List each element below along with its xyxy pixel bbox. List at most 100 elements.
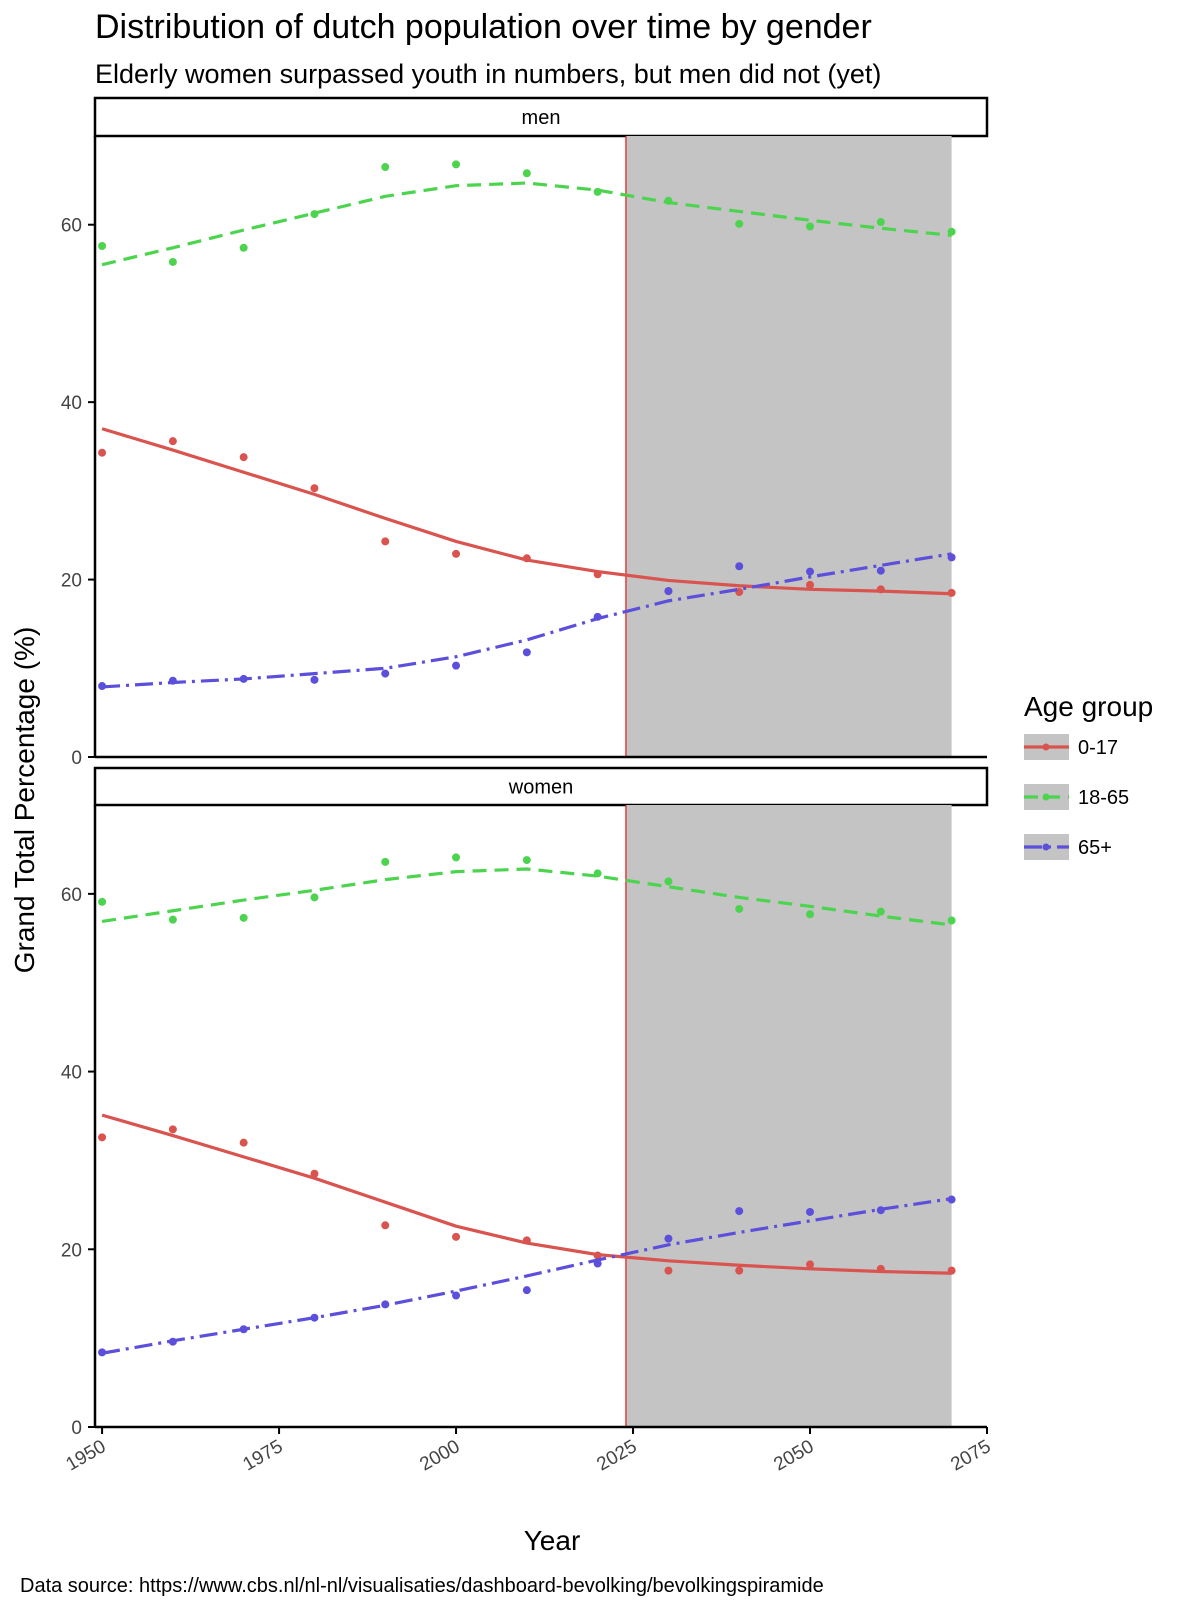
facet-label-women: women	[508, 777, 573, 799]
data-point	[876, 1264, 885, 1273]
data-point	[98, 897, 107, 906]
series-0-17	[98, 427, 956, 597]
data-point	[239, 674, 248, 683]
data-point	[806, 1260, 815, 1269]
legend-item-0-17: 0-17	[1024, 734, 1118, 760]
data-point	[735, 904, 744, 913]
series-0-17	[98, 1113, 956, 1275]
data-point	[381, 1221, 390, 1230]
facet-strip-men	[93, 96, 989, 138]
y-tick-label: 40	[61, 393, 82, 414]
chart-title: Distribution of dutch population over ti…	[95, 8, 872, 46]
data-point	[452, 853, 461, 862]
data-point	[452, 1232, 461, 1241]
legend-label: 65+	[1078, 837, 1112, 859]
data-point	[735, 562, 744, 571]
data-point	[98, 448, 107, 457]
data-point	[593, 1259, 602, 1268]
panel-women: women 0 20 40 60	[61, 766, 989, 1439]
legend-item-65+: 65+	[1024, 834, 1112, 860]
data-point	[947, 227, 956, 236]
data-point	[664, 1234, 673, 1243]
x-axis: 1950 1975 2000 2025 2050 2075	[62, 1427, 995, 1475]
data-point	[310, 675, 319, 684]
x-tick-label: 2050	[770, 1436, 817, 1475]
data-point	[876, 585, 885, 594]
data-point	[876, 907, 885, 916]
data-point	[947, 916, 956, 925]
data-point	[239, 243, 248, 252]
data-point	[452, 661, 461, 670]
data-point	[239, 1138, 248, 1147]
legend-key-point	[1042, 843, 1050, 851]
data-point	[522, 1236, 531, 1245]
y-tick-label: 20	[61, 571, 82, 592]
data-point	[98, 682, 107, 691]
data-point	[806, 567, 815, 576]
data-point	[947, 1195, 956, 1204]
y-tick-label: 0	[71, 1418, 82, 1439]
data-point	[522, 554, 531, 563]
data-point	[381, 669, 390, 678]
data-point	[98, 1133, 107, 1142]
data-point	[735, 1207, 744, 1216]
projection-shading	[625, 136, 952, 757]
data-point	[593, 570, 602, 579]
data-point	[98, 242, 107, 251]
trend-line-18-65	[101, 181, 952, 267]
data-point	[522, 648, 531, 657]
panels: men 0 20 40 60 women 0 20 40 60	[61, 96, 989, 1439]
data-point	[664, 587, 673, 596]
series-65+	[98, 1195, 956, 1357]
x-tick-label: 2025	[593, 1436, 640, 1475]
legend-label: 0-17	[1078, 737, 1118, 759]
data-point	[947, 588, 956, 597]
data-point	[876, 218, 885, 227]
series-18-65	[98, 853, 956, 927]
x-tick-label: 2075	[947, 1436, 994, 1475]
facet-label-men: men	[522, 107, 561, 129]
data-point	[310, 210, 319, 219]
data-point	[664, 877, 673, 886]
data-point	[381, 537, 390, 546]
data-point	[593, 187, 602, 196]
data-point	[593, 612, 602, 621]
data-point	[452, 1291, 461, 1300]
data-point	[735, 1266, 744, 1275]
legend-key-point	[1042, 793, 1050, 801]
data-point	[522, 1286, 531, 1295]
data-point	[593, 1251, 602, 1260]
y-axis-title: Grand Total Percentage (%)	[9, 627, 40, 974]
data-point	[806, 580, 815, 589]
series-18-65	[98, 160, 956, 267]
projection-shading	[625, 805, 952, 1427]
data-point	[168, 915, 177, 924]
trend-line-18-65	[101, 867, 952, 927]
panel-men: men 0 20 40 60	[61, 96, 989, 769]
facet-strip-women	[93, 766, 989, 807]
data-point	[168, 1337, 177, 1346]
x-tick-label: 1950	[62, 1436, 109, 1475]
series-65+	[98, 552, 956, 691]
data-point	[98, 1348, 107, 1357]
legend-label: 18-65	[1078, 787, 1129, 809]
data-point	[806, 222, 815, 231]
chart-subtitle: Elderly women surpassed youth in numbers…	[95, 59, 881, 89]
data-point	[452, 160, 461, 169]
data-point	[239, 453, 248, 462]
data-point	[593, 869, 602, 878]
data-point	[168, 676, 177, 685]
data-point	[806, 1207, 815, 1216]
data-point	[664, 196, 673, 205]
data-point	[947, 553, 956, 562]
data-point	[452, 549, 461, 558]
y-tick-label: 0	[71, 748, 82, 769]
data-point	[239, 1325, 248, 1334]
y-tick-label: 60	[61, 216, 82, 237]
data-point	[168, 1125, 177, 1134]
legend: Age group 0-17 18-65 65+	[1024, 691, 1153, 860]
y-tick-label: 60	[61, 885, 82, 906]
chart-caption: Data source: https://www.cbs.nl/nl-nl/vi…	[20, 1575, 824, 1597]
y-tick-label: 20	[61, 1240, 82, 1261]
